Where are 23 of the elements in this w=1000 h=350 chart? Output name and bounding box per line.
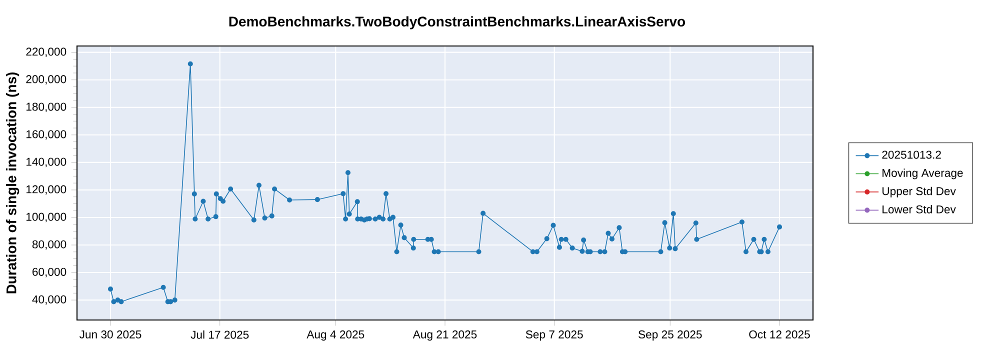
x-tick-label: Sep 7 2025 bbox=[526, 330, 583, 341]
x-tick-label: Jun 30 2025 bbox=[79, 330, 142, 338]
y-tick-label: 80,000 bbox=[32, 240, 66, 250]
y-tick-label: 180,000 bbox=[26, 102, 66, 112]
y-tick-label: 160,000 bbox=[26, 130, 66, 140]
x-tick-label: Aug 4 2025 bbox=[306, 330, 364, 341]
y-tick-label: 140,000 bbox=[26, 158, 66, 168]
y-tick-label: 120,000 bbox=[26, 185, 66, 195]
x-tick-label: Oct 12 2025 bbox=[749, 330, 810, 338]
legend-label: Lower Std Dev bbox=[882, 205, 956, 214]
legend-label: 20251013.2 bbox=[882, 150, 941, 159]
y-tick-label: 60,000 bbox=[32, 268, 66, 278]
x-tick-label: Jul 17 2025 bbox=[190, 330, 249, 339]
legend-label: Upper Std Dev bbox=[882, 186, 956, 198]
y-tick-label: 100,000 bbox=[26, 212, 66, 222]
y-axis-title: Duration of single invocation (ns) bbox=[6, 72, 20, 294]
x-tick-label: Sep 25 2025 bbox=[638, 330, 702, 341]
x-tick-label: Aug 21 2025 bbox=[412, 330, 477, 341]
chart-title: DemoBenchmarks.TwoBodyConstraintBenchmarks.LinearAxisServo bbox=[229, 16, 686, 30]
y-tick-label: 220,000 bbox=[26, 48, 66, 58]
y-tick-label: 200,000 bbox=[26, 75, 66, 85]
legend-label: Moving Average bbox=[882, 168, 963, 180]
y-tick-label: 40,000 bbox=[32, 295, 66, 305]
